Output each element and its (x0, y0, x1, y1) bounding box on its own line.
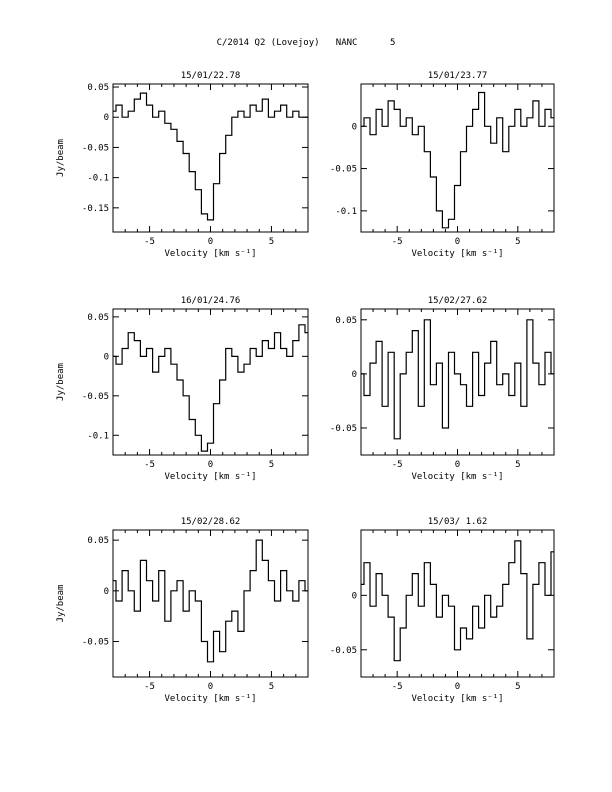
y-tick-label: -0.1 (335, 207, 357, 217)
x-tick-label: 5 (269, 682, 274, 692)
panel-title: 15/01/23.77 (428, 71, 488, 81)
y-tick-label: 0.05 (87, 536, 109, 546)
spectrum-line (113, 539, 308, 663)
x-tick-label: -5 (392, 682, 403, 692)
plot-frame (112, 308, 309, 456)
x-tick-label: -5 (392, 237, 403, 247)
y-axis-label: Jy/beam (56, 139, 66, 177)
plot-frame (360, 308, 555, 456)
chart-panel-5: 15/02/28.62 -5 0 5 0.05 0 -0.05 Velocity [km s⁻… (56, 517, 309, 704)
spectrum-line (113, 324, 308, 452)
panel-title: 15/02/27.62 (428, 296, 488, 306)
y-tick-label: 0 (104, 113, 109, 123)
y-tick-label: 0 (104, 352, 109, 362)
chart-panel-1: 15/01/22.78 -5 0 5 0.05 0 -0.05 -0.1 -0.15 Veloci… (56, 71, 309, 259)
x-tick-label: 0 (455, 460, 460, 470)
x-tick-label: -5 (144, 237, 155, 247)
y-tick-label: -0.1 (87, 174, 109, 184)
plot-frame (112, 529, 309, 678)
spectrum-line (113, 92, 308, 221)
y-tick-label: -0.15 (82, 204, 109, 214)
chart-panel-2: 15/01/23.77 -5 0 5 0 -0.05 -0.1 Velocity [km s⁻… (330, 71, 555, 259)
x-axis-label: Velocity [km s⁻¹] (411, 249, 503, 259)
y-tick-label: -0.05 (330, 424, 357, 434)
plot-frame (112, 83, 309, 233)
panel-title: 15/02/28.62 (181, 517, 241, 527)
y-axis-label: Jy/beam (56, 585, 66, 623)
x-tick-label: 5 (515, 682, 520, 692)
x-tick-label: -5 (392, 460, 403, 470)
x-tick-label: 0 (455, 682, 460, 692)
chart-panel-3: 16/01/24.76 -5 0 5 0.05 0 -0.05 -0.1 Velocity [k… (56, 296, 309, 482)
spectrum-line (361, 540, 554, 662)
plot-frame (360, 529, 555, 678)
y-tick-label: -0.05 (82, 638, 109, 648)
x-tick-label: 0 (208, 682, 213, 692)
x-tick-label: 5 (515, 460, 520, 470)
x-tick-label: 0 (455, 237, 460, 247)
x-axis-label: Velocity [km s⁻¹] (164, 249, 256, 259)
x-axis-label: Velocity [km s⁻¹] (411, 694, 503, 704)
panel-title: 15/03/ 1.62 (428, 517, 488, 527)
y-tick-label: -0.05 (330, 646, 357, 656)
x-tick-label: 5 (515, 237, 520, 247)
y-tick-label: 0 (352, 122, 357, 132)
chart-panel-4: 15/02/27.62 -5 0 5 0.05 0 -0.05 Velocity [km s⁻… (330, 296, 555, 482)
x-axis-label: Velocity [km s⁻¹] (164, 694, 256, 704)
y-axis-label: Jy/beam (56, 363, 66, 401)
x-tick-label: 0 (208, 237, 213, 247)
y-tick-label: 0.05 (87, 313, 109, 323)
y-tick-label: -0.05 (330, 165, 357, 175)
chart-panel-6: 15/03/ 1.62 -5 0 5 0 -0.05 Velocity [km s⁻¹] (330, 517, 555, 704)
x-tick-label: 5 (269, 237, 274, 247)
x-tick-label: -5 (144, 460, 155, 470)
x-tick-label: 0 (208, 460, 213, 470)
x-axis-label: Velocity [km s⁻¹] (411, 472, 503, 482)
panel-title: 15/01/22.78 (181, 71, 241, 81)
y-tick-label: -0.05 (82, 392, 109, 402)
y-tick-label: -0.05 (82, 143, 109, 153)
spectrum-line (361, 319, 554, 440)
y-tick-label: -0.1 (87, 431, 109, 441)
x-tick-label: 5 (269, 460, 274, 470)
x-axis-label: Velocity [km s⁻¹] (164, 472, 256, 482)
panel-title: 16/01/24.76 (181, 296, 241, 306)
y-tick-label: 0.05 (87, 83, 109, 93)
page-title: C/2014 Q2 (Lovejoy) NANC 5 (216, 38, 396, 48)
y-tick-label: 0 (352, 370, 357, 380)
x-tick-label: -5 (144, 682, 155, 692)
y-tick-label: 0.05 (335, 316, 357, 326)
y-tick-label: 0 (104, 587, 109, 597)
plot-frame (360, 83, 555, 233)
y-tick-label: 0 (352, 591, 357, 601)
spectrum-line (361, 91, 554, 229)
